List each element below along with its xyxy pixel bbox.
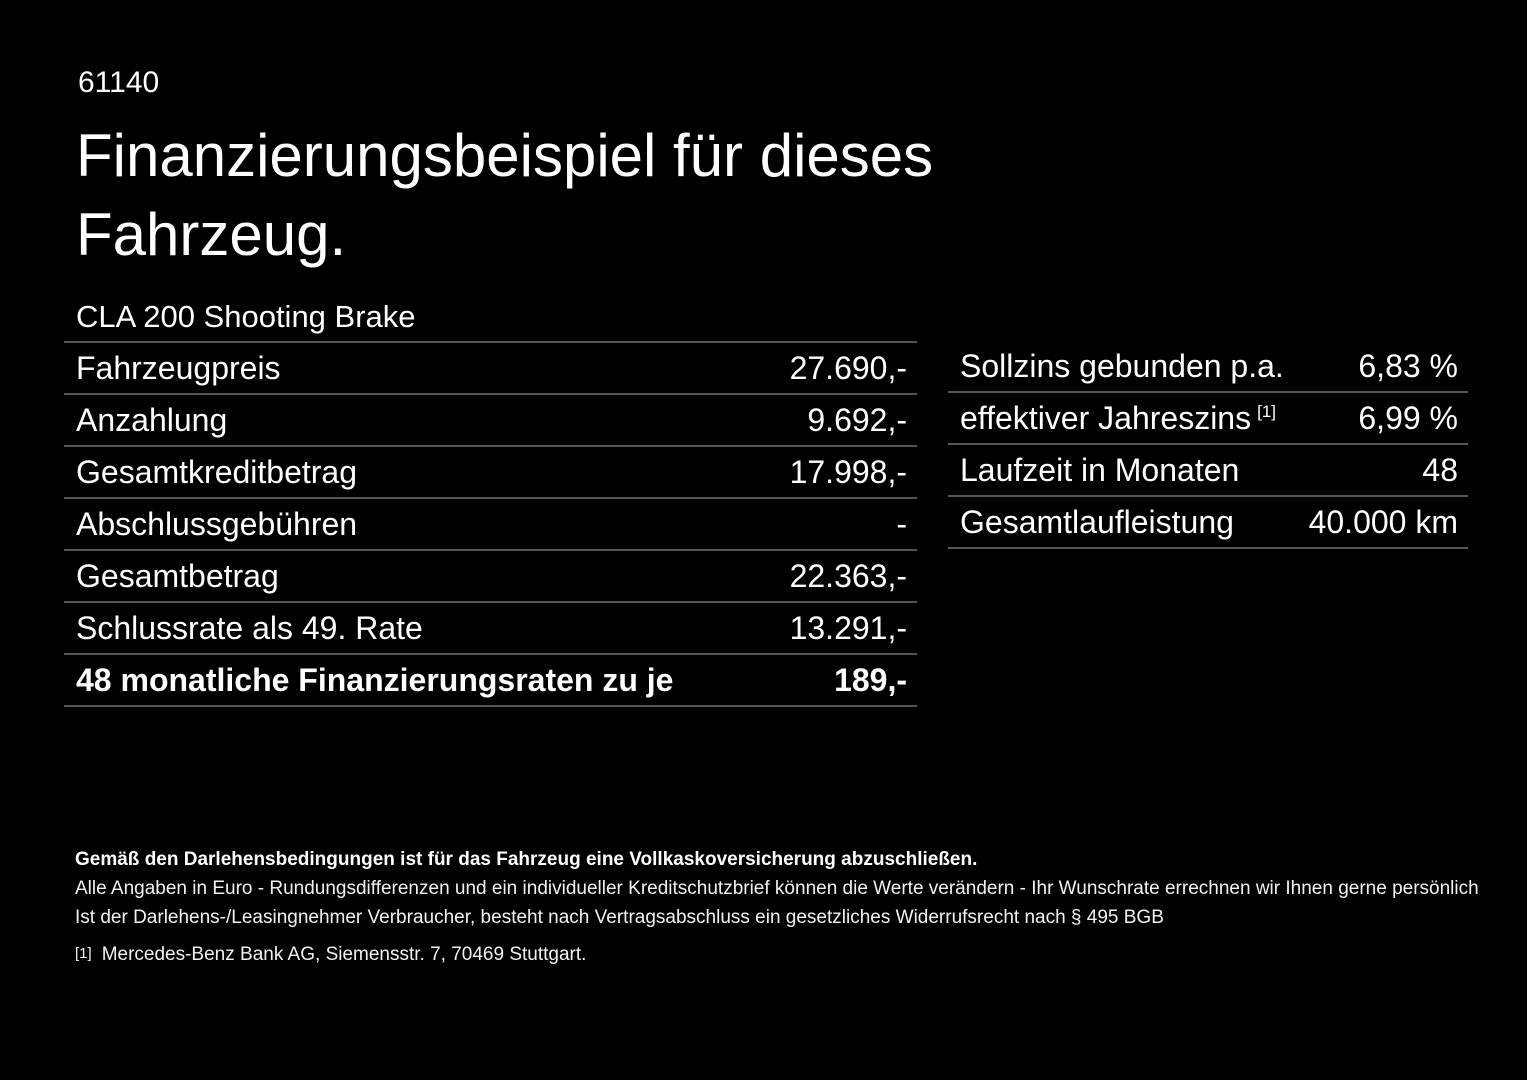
- financing-table-right: Sollzins gebunden p.a. 6,83 % effektiver…: [948, 341, 1468, 549]
- row-label: Gesamtlaufleistung: [960, 504, 1234, 540]
- row-label: 48 monatliche Finanzierungsraten zu je: [76, 662, 674, 698]
- row-value: 6,99 %: [1358, 400, 1458, 436]
- row-value: 40.000 km: [1308, 504, 1458, 540]
- footer-euro-note: Alle Angaben in Euro - Rundungsdifferenz…: [75, 878, 1479, 899]
- row-value: 13.291,-: [789, 610, 907, 646]
- row-label: Gesamtkreditbetrag: [76, 454, 358, 490]
- table-row: Gesamtlaufleistung 40.000 km: [948, 497, 1468, 549]
- financing-table-left: Fahrzeugpreis 27.690,- Anzahlung 9.692,-…: [64, 341, 917, 707]
- table-row: Sollzins gebunden p.a. 6,83 %: [948, 341, 1468, 393]
- row-label: effektiver Jahreszins [1]: [960, 400, 1276, 436]
- row-label: Abschlussgebühren: [76, 506, 358, 542]
- row-label: Fahrzeugpreis: [76, 350, 281, 386]
- table-row: Anzahlung 9.692,-: [64, 395, 917, 447]
- legal-footer: Gemäß den Darlehensbedingungen ist für d…: [75, 849, 1479, 967]
- page-title: Finanzierungsbeispiel für dieses Fahrzeug…: [76, 116, 933, 274]
- page-title-line1: Finanzierungsbeispiel für dieses: [76, 122, 934, 189]
- footer-bank-footnote: [1] Mercedes-Benz Bank AG, Siemensstr. 7,…: [75, 944, 1475, 967]
- table-row-monthly-rate: 48 monatliche Finanzierungsraten zu je 1…: [64, 655, 917, 707]
- row-value: 189,-: [834, 662, 907, 698]
- table-row: Gesamtkreditbetrag 17.998,-: [64, 447, 917, 499]
- page-title-line2: Fahrzeug.: [76, 201, 347, 268]
- table-row: Gesamtbetrag 22.363,-: [64, 551, 917, 603]
- row-value: 9.692,-: [807, 402, 907, 438]
- row-value: 27.690,-: [789, 350, 907, 386]
- row-value: 48: [1422, 452, 1458, 488]
- row-label: Laufzeit in Monaten: [960, 452, 1240, 488]
- row-label-text: effektiver Jahreszins: [960, 400, 1252, 436]
- table-row: Schlussrate als 49. Rate 13.291,-: [64, 603, 917, 655]
- row-value: -: [896, 506, 907, 542]
- row-label: Anzahlung: [76, 402, 228, 438]
- row-value: 17.998,-: [789, 454, 907, 490]
- row-value: 6,83 %: [1358, 348, 1458, 384]
- table-row: effektiver Jahreszins [1] 6,99 %: [948, 393, 1468, 445]
- table-row: Abschlussgebühren -: [64, 499, 917, 551]
- footer-insurance-note: Gemäß den Darlehensbedingungen ist für d…: [75, 849, 978, 870]
- table-row: Fahrzeugpreis 27.690,-: [64, 343, 917, 395]
- vehicle-model: CLA 200 Shooting Brake: [76, 299, 416, 334]
- row-label: Gesamtbetrag: [76, 558, 279, 594]
- footnote-text: Mercedes-Benz Bank AG, Siemensstr. 7, 70…: [101, 944, 587, 965]
- footnote-marker: [1]: [1257, 402, 1276, 422]
- table-row: Laufzeit in Monaten 48: [948, 445, 1468, 497]
- footnote-marker: [1]: [75, 945, 92, 962]
- offer-code: 61140: [78, 66, 160, 99]
- row-label: Sollzins gebunden p.a.: [960, 348, 1284, 384]
- row-value: 22.363,-: [789, 558, 907, 594]
- row-label: Schlussrate als 49. Rate: [76, 610, 423, 646]
- footer-withdrawal-note: Ist der Darlehens-/Leasingnehmer Verbrau…: [75, 907, 1164, 928]
